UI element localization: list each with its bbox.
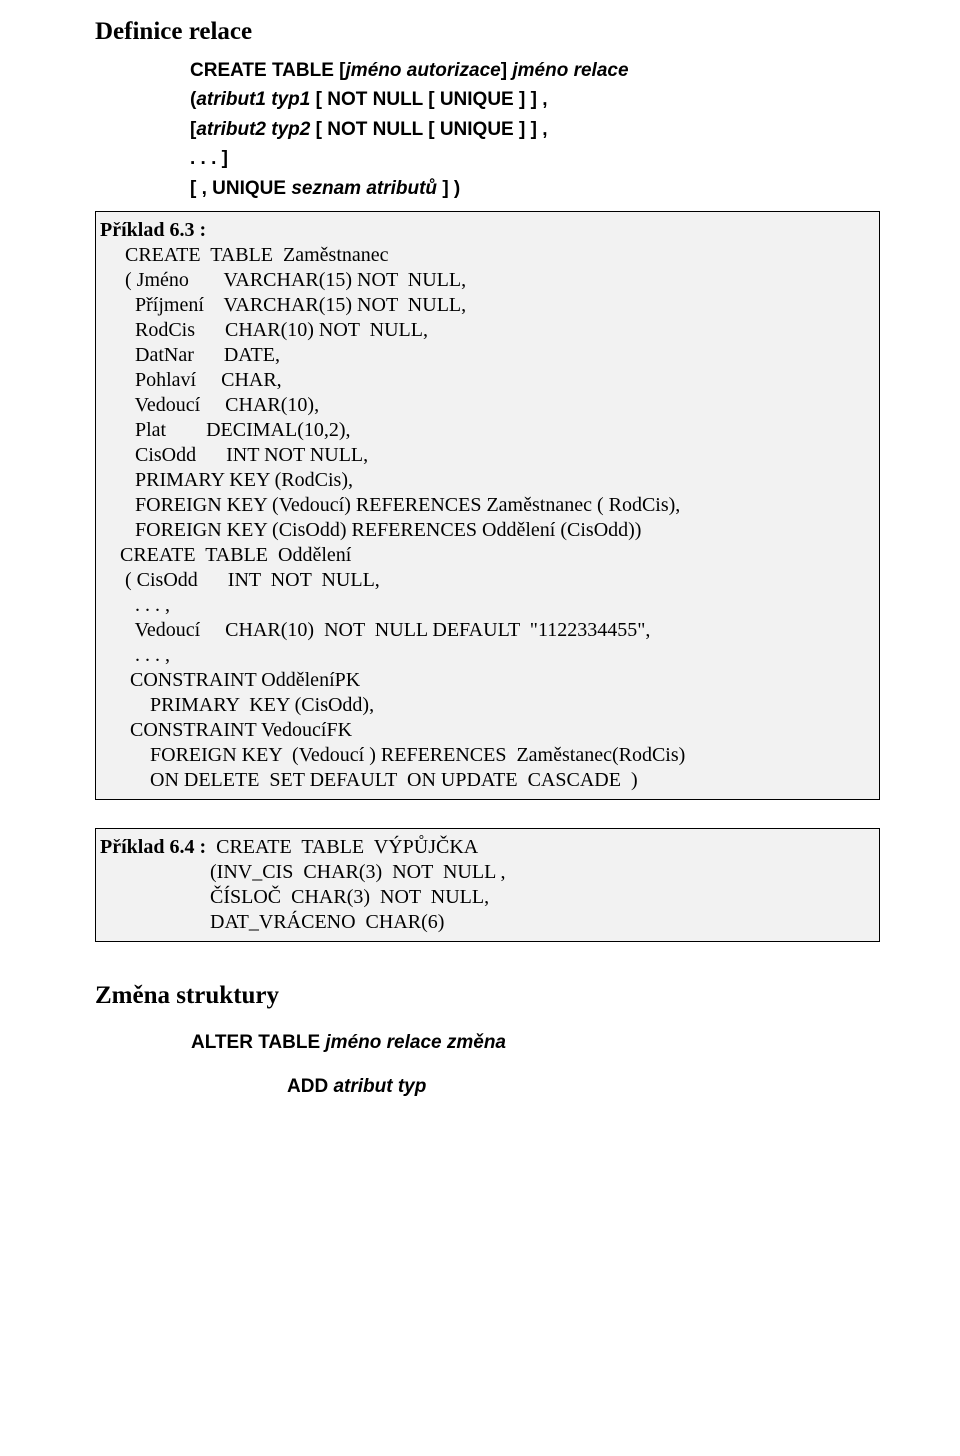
code-line: CREATE TABLE Zaměstnanec — [100, 243, 869, 268]
code-line: ON DELETE SET DEFAULT ON UPDATE CASCADE … — [100, 768, 869, 793]
syntax-l5-i1: seznam atributů — [291, 178, 437, 199]
syntax-block: CREATE TABLE [jméno autorizace] jméno re… — [190, 56, 880, 203]
alter-i1: jméno relace — [325, 1032, 441, 1053]
code-line: . . . , — [100, 643, 869, 668]
code-line: FOREIGN KEY (Vedoucí ) REFERENCES Zaměst… — [100, 743, 869, 768]
code-line: ( Jméno VARCHAR(15) NOT NULL, — [100, 268, 869, 293]
code-line: RodCis CHAR(10) NOT NULL, — [100, 318, 869, 343]
code-line: FOREIGN KEY (Vedoucí) REFERENCES Zaměstn… — [100, 493, 869, 518]
add-i1: atribut typ — [333, 1076, 426, 1097]
syntax-l3-mid: [ NOT NULL [ UNIQUE ] ] , — [310, 119, 547, 140]
code-line: Plat DECIMAL(10,2), — [100, 418, 869, 443]
example-6-3-title: Příklad 6.3 : — [100, 218, 869, 243]
code-line: ( CisOdd INT NOT NULL, — [100, 568, 869, 593]
syntax-line-5: [ , UNIQUE seznam atributů ] ) — [190, 174, 880, 203]
heading-change-structure: Změna struktury — [95, 982, 880, 1010]
syntax-l1-pre: CREATE TABLE [ — [190, 60, 346, 81]
syntax-l1-i2: jméno relace — [512, 60, 628, 81]
syntax-l5-mid: ] ) — [437, 178, 460, 199]
code-line: . . . , — [100, 593, 869, 618]
code-line: FOREIGN KEY (CisOdd) REFERENCES Oddělení… — [100, 518, 869, 543]
syntax-l1-i1: jméno autorizace — [346, 60, 501, 81]
code-line: (INV_CIS CHAR(3) NOT NULL , — [100, 860, 869, 885]
code-line: PRIMARY KEY (RodCis), — [100, 468, 869, 493]
syntax-line-3: [atribut2 typ2 [ NOT NULL [ UNIQUE ] ] , — [190, 115, 880, 144]
syntax-l4: . . . ] — [190, 148, 228, 169]
code-line: CisOdd INT NOT NULL, — [100, 443, 869, 468]
alter-pre: ALTER TABLE — [191, 1032, 325, 1053]
code-line: CREATE TABLE Oddělení — [100, 543, 869, 568]
code-line: DAT_VRÁCENO CHAR(6) — [100, 910, 869, 935]
syntax-l1-mid: ] — [501, 60, 513, 81]
code-line: ČÍSLOČ CHAR(3) NOT NULL, — [100, 885, 869, 910]
code-line: Příjmení VARCHAR(15) NOT NULL, — [100, 293, 869, 318]
syntax-line-1: CREATE TABLE [jméno autorizace] jméno re… — [190, 56, 880, 85]
code-line: Vedoucí CHAR(10) NOT NULL DEFAULT "11223… — [100, 618, 869, 643]
code-line: CONSTRAINT OdděleníPK — [100, 668, 869, 693]
syntax-l5-pre: [ , UNIQUE — [190, 178, 291, 199]
syntax-l2-mid: [ NOT NULL [ UNIQUE ] ] , — [310, 89, 547, 110]
add-pre: ADD — [287, 1076, 333, 1097]
code-line: DatNar DATE, — [100, 343, 869, 368]
code-line: PRIMARY KEY (CisOdd), — [100, 693, 869, 718]
syntax-line-4: . . . ] — [190, 144, 880, 173]
example-box-6-3: Příklad 6.3 : CREATE TABLE Zaměstnanec (… — [95, 211, 880, 800]
alter-i2: změna — [447, 1032, 506, 1053]
code-line: CONSTRAINT VedoucíFK — [100, 718, 869, 743]
heading-definition: Definice relace — [95, 18, 880, 46]
example-box-6-4: Příklad 6.4 : CREATE TABLE VÝPŮJČKA (INV… — [95, 828, 880, 942]
syntax-l3-i1: atribut2 typ2 — [196, 119, 310, 140]
alter-table-syntax: ALTER TABLE jméno relace změna — [191, 1032, 880, 1054]
example-6-4-title-pre: Příklad 6.4 : — [100, 836, 206, 858]
syntax-line-2: (atribut1 typ1 [ NOT NULL [ UNIQUE ] ] , — [190, 85, 880, 114]
add-syntax: ADD atribut typ — [287, 1076, 880, 1098]
example-6-4-title-line: Příklad 6.4 : CREATE TABLE VÝPŮJČKA — [100, 835, 869, 860]
code-line: Pohlaví CHAR, — [100, 368, 869, 393]
code-line: Vedoucí CHAR(10), — [100, 393, 869, 418]
example-6-4-title-rest: CREATE TABLE VÝPŮJČKA — [206, 836, 478, 858]
syntax-l2-i1: atribut1 typ1 — [196, 89, 310, 110]
